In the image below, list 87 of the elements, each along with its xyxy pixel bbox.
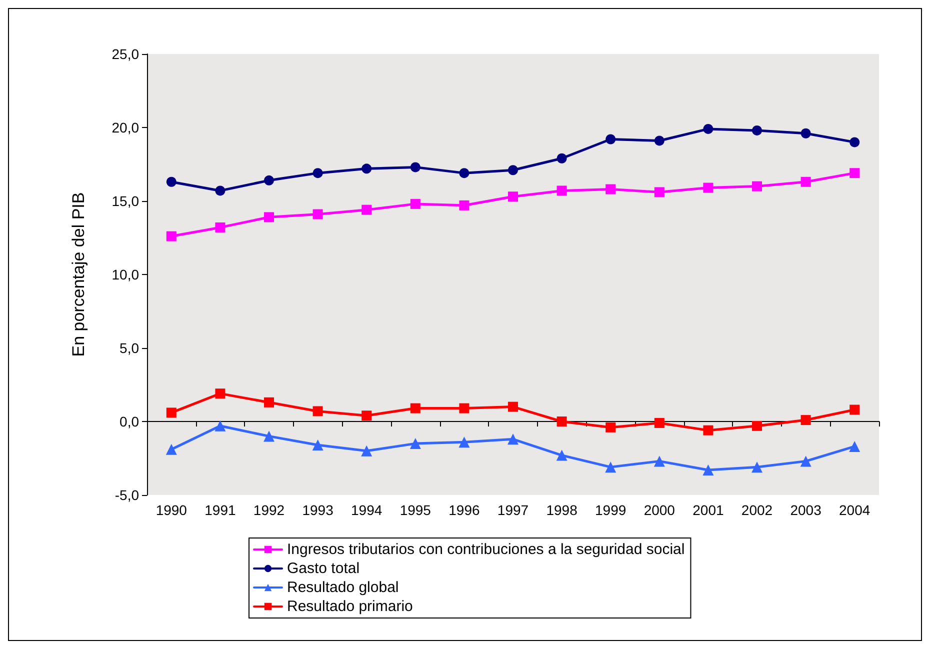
x-tick-label: 1995: [400, 502, 432, 518]
x-tick-label: 1999: [595, 502, 626, 518]
point: [410, 403, 420, 414]
point: [215, 186, 226, 196]
x-tick-label: 1992: [253, 502, 285, 518]
point: [410, 438, 421, 450]
point: [362, 204, 372, 215]
point: [459, 200, 470, 210]
y-tick-label: 5,0: [120, 340, 140, 356]
y-tick-label: 10,0: [112, 266, 140, 282]
point: [458, 436, 470, 448]
point: [606, 422, 616, 432]
point: [556, 186, 567, 196]
y-tick-label: 15,0: [112, 193, 140, 209]
x-tick-label: 1997: [497, 502, 529, 518]
x-tick-label: 2004: [839, 502, 870, 518]
point: [459, 168, 470, 178]
x-tick-label: 2003: [790, 502, 822, 518]
x-tick-label: 1991: [204, 502, 236, 518]
point: [459, 403, 470, 414]
point: [752, 420, 762, 431]
point: [410, 198, 420, 209]
point: [215, 222, 226, 232]
y-tick-label: 20,0: [112, 120, 140, 136]
point: [508, 402, 518, 412]
x-tick-label: 1994: [351, 502, 382, 518]
y-tick-label: 0,0: [120, 414, 140, 430]
point: [166, 408, 176, 418]
point: [654, 456, 665, 467]
point: [752, 462, 762, 473]
point: [850, 404, 860, 415]
point: [800, 456, 812, 467]
legend-label: Gasto total: [287, 560, 360, 577]
x-tick-label: 2000: [644, 502, 676, 518]
point: [312, 209, 323, 220]
point: [312, 168, 323, 178]
point: [264, 397, 274, 408]
point: [654, 418, 664, 428]
point: [556, 416, 567, 426]
point: [410, 162, 420, 172]
point: [508, 165, 518, 176]
x-tick-label: 2002: [741, 502, 773, 518]
point: [703, 124, 714, 134]
point: [166, 444, 177, 455]
point: [752, 181, 762, 192]
point: [654, 187, 664, 198]
y-tick-label: 25,0: [112, 46, 140, 62]
point: [508, 192, 518, 202]
point: [850, 137, 860, 148]
point: [214, 420, 226, 432]
point: [556, 450, 568, 461]
point: [800, 128, 811, 138]
legend-label: Resultado global: [287, 579, 399, 596]
point: [702, 464, 714, 476]
x-tick-label: 1996: [448, 502, 480, 518]
point: [264, 175, 274, 186]
point: [800, 176, 811, 187]
point: [312, 440, 324, 451]
point: [312, 406, 323, 416]
legend-label: Ingresos tributarios con contribuciones a la seguridad social: [287, 541, 685, 558]
point: [508, 434, 518, 445]
point: [362, 410, 372, 421]
point: [606, 134, 616, 144]
point: [264, 212, 274, 222]
point: [752, 125, 762, 136]
point: [654, 136, 664, 146]
point: [606, 184, 616, 194]
point: [850, 168, 860, 178]
point: [800, 415, 811, 426]
x-tick-label: 2001: [692, 502, 724, 518]
point: [849, 440, 860, 452]
point: [703, 182, 714, 193]
y-axis-title: En porcentaje del PIB: [69, 192, 88, 357]
point: [166, 176, 176, 187]
x-tick-label: 1993: [302, 502, 334, 518]
x-tick-label: 1998: [546, 502, 578, 518]
point: [361, 445, 372, 456]
point: [605, 462, 616, 473]
point: [556, 153, 567, 164]
point: [264, 430, 274, 442]
x-tick-label: 1990: [156, 502, 188, 518]
point: [166, 231, 176, 242]
legend-label: Resultado primario: [287, 598, 413, 615]
point: [215, 388, 226, 399]
point: [703, 425, 714, 436]
point: [362, 164, 372, 174]
y-tick-label: -5,0: [114, 487, 140, 503]
